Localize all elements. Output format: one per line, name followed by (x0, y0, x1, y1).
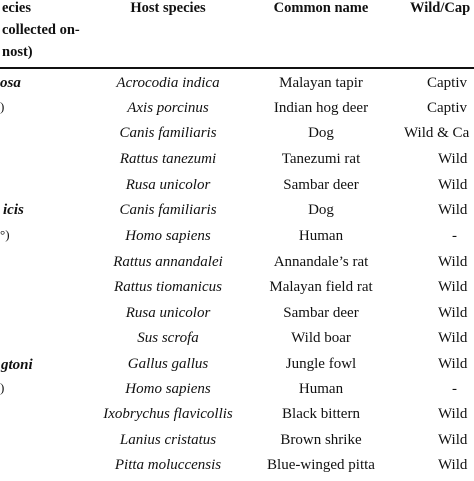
table-row: Ixobrychus flavicollis Black bittern Wil… (0, 405, 474, 430)
wild-captive-cell: Wild (438, 177, 468, 193)
wild-captive-cell: Captiv (427, 100, 467, 116)
common-name-cell: Indian hog deer (273, 100, 369, 116)
wild-captive-cell: Wild (438, 457, 468, 473)
table-row: Homo sapiens Human - (0, 227, 474, 252)
common-name-cell: Brown shrike (280, 432, 362, 448)
host-species-cell: Sus scrofa (137, 330, 199, 346)
tick-species-note: °) (0, 227, 10, 242)
host-species-cell: Rattus tanezumi (119, 151, 217, 167)
table-row: Rusa unicolor Sambar deer Wild (0, 176, 474, 201)
common-name-cell: Annandale’s rat (273, 254, 369, 270)
wild-captive-cell: Wild (438, 151, 468, 167)
host-species-cell: Homo sapiens (125, 381, 211, 397)
table-row: Rattus tiomanicus Malayan field rat Wild (0, 278, 474, 303)
wild-captive-cell: Wild (438, 356, 468, 372)
table-row: Homo sapiens Human - (0, 380, 474, 405)
wild-captive-cell: Wild (438, 406, 468, 422)
wild-captive-cell: Wild & Ca (404, 125, 470, 141)
common-name-cell: Black bittern (282, 406, 360, 422)
host-species-cell: Rusa unicolor (125, 177, 211, 193)
wild-captive-cell: - (452, 228, 457, 244)
host-species-cell: Ixobrychus flavicollis (103, 406, 233, 422)
common-name-cell: Dog (308, 125, 334, 141)
host-species-cell: Acrocodia indica (116, 75, 220, 91)
common-name-cell: Wild boar (291, 330, 351, 346)
common-name-cell: Human (298, 228, 344, 244)
table-row: Rusa unicolor Sambar deer Wild (0, 304, 474, 329)
tick-species-note: ) (0, 99, 5, 114)
wild-captive-cell: Wild (438, 202, 468, 218)
table-row: Canis familiaris Dog Wild (0, 201, 474, 226)
common-name-cell: Dog (308, 202, 334, 218)
wild-captive-cell: Wild (438, 330, 468, 346)
common-name-cell: Malayan field rat (269, 279, 373, 295)
table-row: Axis porcinus Indian hog deer Captiv (0, 99, 474, 124)
header-tick-species-line-2: collected on- (2, 22, 80, 38)
common-name-cell: Malayan tapir (279, 75, 363, 91)
host-species-cell: Canis familiaris (119, 125, 217, 141)
common-name-cell: Tanezumi rat (281, 151, 361, 167)
wild-captive-cell: - (452, 381, 457, 397)
common-name-cell: Blue-winged pitta (267, 457, 375, 473)
table-row: Gallus gallus Jungle fowl Wild (0, 355, 474, 380)
wild-captive-cell: Wild (438, 279, 468, 295)
host-species-cell: Axis porcinus (127, 100, 209, 116)
table-row: Sus scrofa Wild boar Wild (0, 329, 474, 354)
table-row: Lanius cristatus Brown shrike Wild (0, 431, 474, 456)
tick-species-name: gtoni (1, 357, 33, 373)
common-name-cell: Sambar deer (283, 177, 359, 193)
wild-captive-cell: Wild (438, 432, 468, 448)
common-name-cell: Human (298, 381, 344, 397)
host-species-cell: Lanius cristatus (119, 432, 217, 448)
host-species-cell: Rattus annandalei (113, 254, 223, 270)
table-row: Rattus annandalei Annandale’s rat Wild (0, 253, 474, 278)
wild-captive-cell: Wild (438, 254, 468, 270)
header-common-name: Common name (273, 0, 369, 16)
header-wild-captive: Wild/Cap (410, 0, 471, 16)
header-rule (0, 67, 474, 69)
header-host-species: Host species (130, 0, 206, 16)
table-row: Rattus tanezumi Tanezumi rat Wild (0, 150, 474, 175)
host-species-cell: Rattus tiomanicus (114, 279, 222, 295)
host-species-cell: Rusa unicolor (125, 305, 211, 321)
tick-species-name: osa (0, 75, 21, 91)
table-row: Acrocodia indica Malayan tapir Captiv (0, 74, 474, 99)
table-row: Canis familiaris Dog Wild & Ca (0, 124, 474, 149)
host-species-cell: Canis familiaris (119, 202, 217, 218)
tick-species-note: ) (0, 380, 5, 395)
host-species-cell: Homo sapiens (125, 228, 211, 244)
host-species-cell: Gallus gallus (127, 356, 209, 372)
header-tick-species-line-1: ecies (2, 0, 31, 16)
tick-species-name: icis (3, 202, 24, 218)
header-tick-species-line-3: nost) (2, 44, 33, 60)
common-name-cell: Jungle fowl (285, 356, 357, 372)
common-name-cell: Sambar deer (283, 305, 359, 321)
host-species-cell: Pitta moluccensis (114, 457, 222, 473)
table-row: Pitta moluccensis Blue-winged pitta Wild (0, 456, 474, 481)
wild-captive-cell: Wild (438, 305, 468, 321)
wild-captive-cell: Captiv (427, 75, 467, 91)
